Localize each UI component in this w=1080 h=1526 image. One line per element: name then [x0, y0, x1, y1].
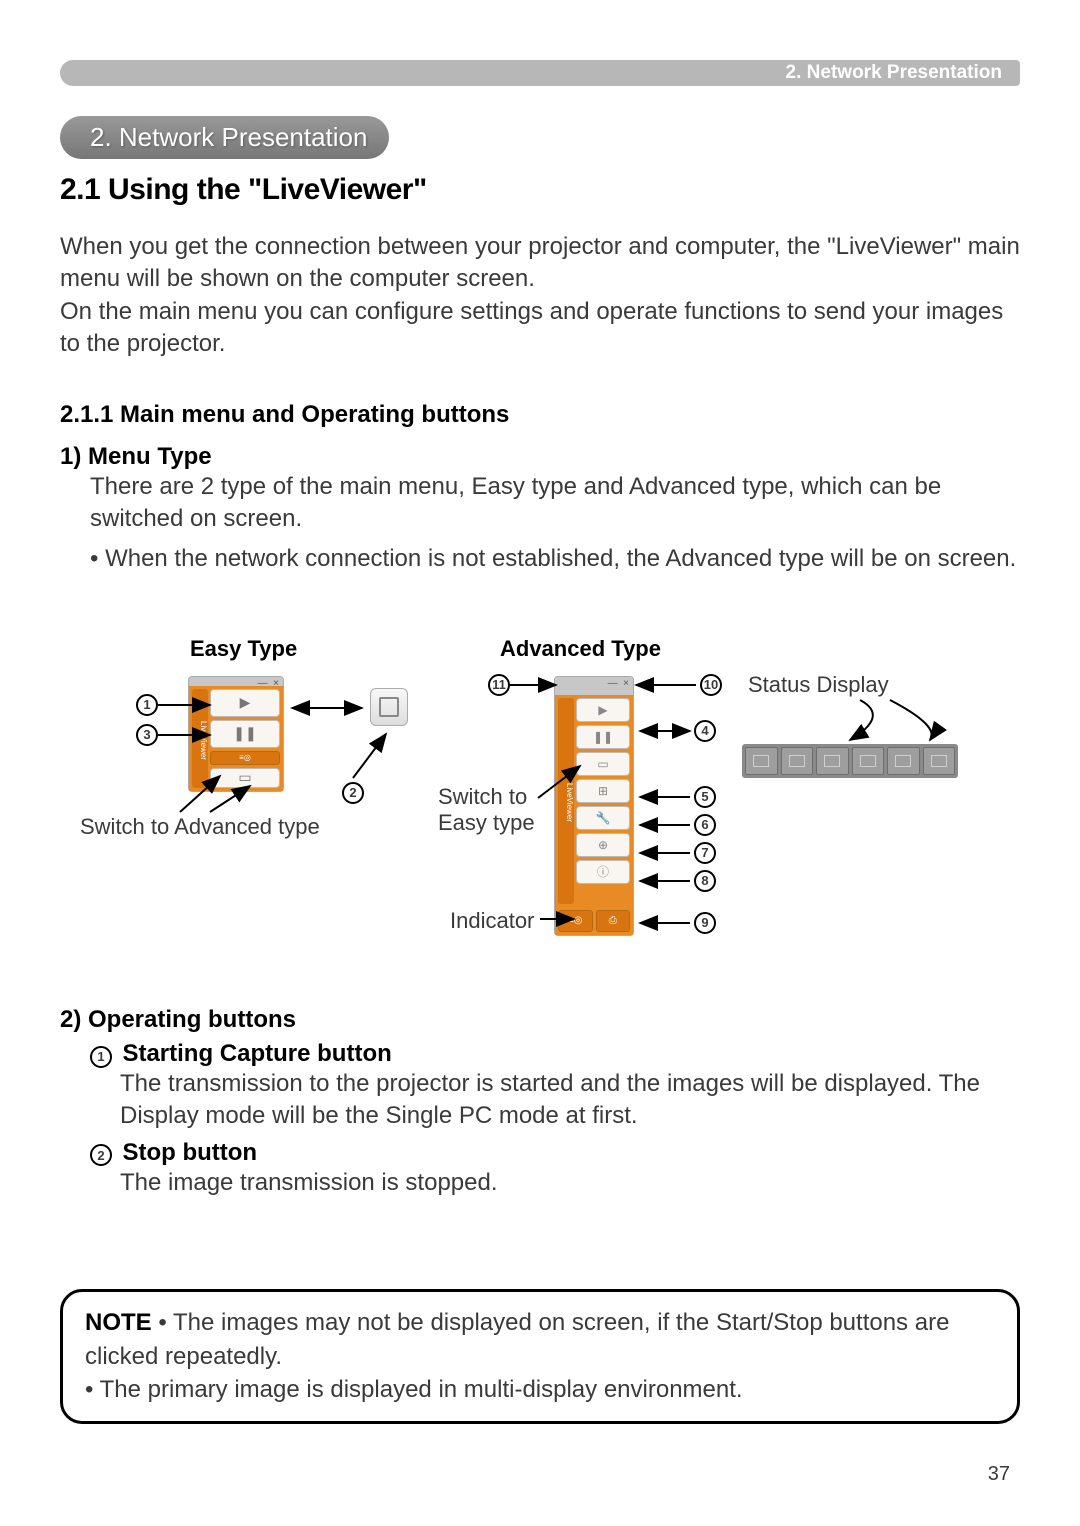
easy-titlebar: — ×: [189, 677, 283, 686]
menu-type-bullet: • When the network connection is not est…: [90, 543, 1020, 575]
op-2-title: Stop button: [122, 1139, 257, 1166]
op-1-body: The transmission to the projector is sta…: [120, 1068, 1020, 1133]
page-number: 37: [988, 1463, 1010, 1486]
status-cell: [745, 747, 778, 775]
status-cell: [852, 747, 885, 775]
adv-save-icon[interactable]: ⎙: [596, 910, 631, 932]
switch-to-easy-label: Switch to Easy type: [438, 784, 535, 836]
status-display-label: Status Display: [748, 672, 889, 698]
advanced-type-label: Advanced Type: [500, 636, 661, 662]
monitor-icon[interactable]: ▭: [210, 768, 280, 788]
liveviewer-side-label-adv: LiveViewer: [558, 698, 574, 904]
adv-indicator: ≡◎: [558, 910, 593, 932]
advanced-type-window: — × LiveViewer ▶ ❚❚ ▭ ⊞ 🔧 ⊕ ⓘ ≡◎ ⎙: [554, 676, 634, 936]
op-num-1: 1: [90, 1046, 112, 1068]
adv-network-icon[interactable]: ⊞: [576, 779, 630, 803]
note-line2: • The primary image is displayed in mult…: [85, 1376, 743, 1403]
intro-text: When you get the connection between your…: [60, 231, 1020, 361]
callout-10: 10: [700, 674, 722, 696]
note-box: NOTE • The images may not be displayed o…: [60, 1289, 1020, 1424]
op-num-2: 2: [90, 1144, 112, 1166]
liveviewer-side-label: LiveViewer: [192, 689, 208, 788]
easy-type-window: — × LiveViewer ▶ ❚❚ ≡◎ ▭: [188, 676, 284, 792]
breadcrumb: 2. Network Presentation: [786, 62, 1002, 84]
diagram-arrows: [60, 616, 1020, 976]
diagram-area: Easy Type Advanced Type — × LiveViewer ▶…: [60, 616, 1020, 976]
section-pill: 2. Network Presentation: [60, 116, 389, 159]
adv-info-icon[interactable]: ⓘ: [576, 860, 630, 884]
status-cell: [816, 747, 849, 775]
callout-11: 11: [488, 674, 510, 696]
adv-titlebar: — ×: [555, 677, 633, 695]
switch-to-advanced-label: Switch to Advanced type: [80, 814, 320, 840]
adv-play-icon[interactable]: ▶: [576, 698, 630, 722]
page-title: 2.1 Using the "LiveViewer": [60, 173, 1020, 207]
note-label: NOTE: [85, 1309, 152, 1336]
header-bar: 2. Network Presentation: [60, 60, 1020, 86]
adv-globe-icon[interactable]: ⊕: [576, 833, 630, 857]
easy-type-label: Easy Type: [190, 636, 297, 662]
op-1-title: Starting Capture button: [122, 1040, 391, 1067]
indicator-bar: ≡◎: [210, 751, 280, 765]
callout-4: 4: [694, 720, 716, 742]
status-cell: [781, 747, 814, 775]
stop-icon[interactable]: [370, 688, 408, 726]
callout-8: 8: [694, 870, 716, 892]
operating-buttons-heading: 2) Operating buttons: [60, 1006, 1020, 1034]
status-display-panel: [742, 744, 958, 778]
adv-pause-icon[interactable]: ❚❚: [576, 725, 630, 749]
indicator-label: Indicator: [450, 908, 534, 934]
note-line1: • The images may not be displayed on scr…: [85, 1309, 949, 1370]
op-2-body: The image transmission is stopped.: [120, 1167, 1020, 1199]
subsection-heading: 2.1.1 Main menu and Operating buttons: [60, 401, 1020, 429]
status-cell: [923, 747, 956, 775]
status-cell: [887, 747, 920, 775]
adv-monitor-icon[interactable]: ▭: [576, 752, 630, 776]
menu-type-heading: 1) Menu Type: [60, 443, 1020, 471]
menu-type-body: There are 2 type of the main menu, Easy …: [90, 471, 1020, 536]
callout-6: 6: [694, 814, 716, 836]
callout-3: 3: [136, 724, 158, 746]
callout-1: 1: [136, 694, 158, 716]
callout-9: 9: [694, 912, 716, 934]
callout-7: 7: [694, 842, 716, 864]
callout-2: 2: [342, 782, 364, 804]
callout-5: 5: [694, 786, 716, 808]
pause-icon[interactable]: ❚❚: [210, 720, 280, 748]
adv-wrench-icon[interactable]: 🔧: [576, 806, 630, 830]
play-icon[interactable]: ▶: [210, 689, 280, 717]
